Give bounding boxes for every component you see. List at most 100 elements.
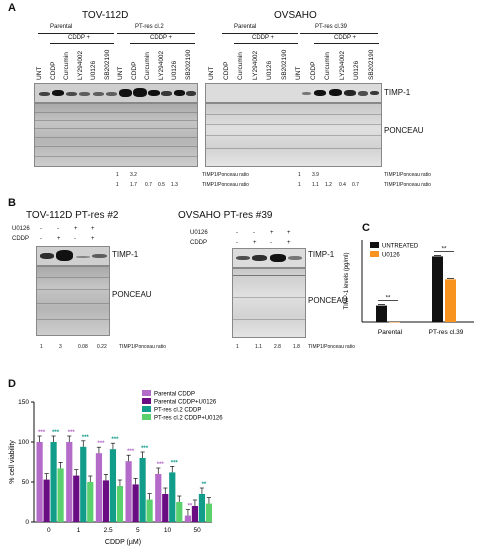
x-tick-label: PT-res cl.39 [429,329,464,336]
ratio-label: TIMP1/Ponceau ratio [119,344,166,350]
cddp-sign: - [74,236,76,242]
panel-a-left-group2: PT-res cl.2 [135,24,164,30]
lane-label: CDDP [130,61,138,80]
divider [38,33,114,34]
significance-stars: *** [127,449,135,455]
ratio: 1.1 [255,344,262,350]
ratio: 1 [298,172,301,178]
panel-a-right-ponceau-blot [205,103,382,167]
legend-swatch [142,390,151,396]
legend-swatch [142,406,151,412]
lane-label: Curcumin [63,52,70,80]
significance-stars: ** [442,246,447,252]
significance-stars: *** [68,430,76,436]
y-tick-label: 0 [25,519,29,526]
lane-label: SB202190 [367,49,375,80]
lane-label: CDDP [309,61,317,80]
panel-a-left-group1: Parental [50,24,73,30]
ratio-label: TIMP1/Ponceau ratio [384,172,431,178]
panel-b-letter: B [8,197,16,209]
u0126-sign: - [236,230,238,236]
panel-a-right-title: OVSAHO [274,10,317,21]
u0126-sign: + [91,226,95,232]
legend-label: UNTREATED [382,244,419,250]
divider [314,43,379,44]
cddp-sign: + [287,240,291,246]
x-tick-label: 5 [136,527,140,534]
ratio: 1.7 [130,182,137,188]
legend-label: PT-res cl.2 CDDP [154,408,201,414]
panel-a-ponceau-label: PONCEAU [384,126,424,135]
x-tick-label: 2.5 [104,527,113,534]
bar [169,472,176,522]
cddp-sign: + [57,236,61,242]
legend-label: Parental CDDP+U0126 [154,400,217,406]
u0126-sign: - [253,230,255,236]
bar [191,506,199,522]
legend-label: U0126 [382,253,400,259]
cddp-sign: - [236,240,238,246]
panel-d-letter: D [8,378,16,390]
u0126-sign: + [287,230,291,236]
divider [117,33,195,34]
bar [184,515,192,522]
u0126-sign: - [40,226,42,232]
significance-stars: *** [52,430,60,436]
panel-b-right-timp1-label: TIMP-1 [308,250,335,259]
significance-stars: *** [157,462,165,468]
lane-label: SB202190 [103,49,111,80]
legend-swatch [370,251,379,257]
significance-stars: *** [97,441,105,447]
lane-label: LY294002 [338,50,346,80]
x-tick-label: 1 [77,527,81,534]
significance-stars: ** [188,504,193,510]
panel-b-left-timp1-blot [36,246,110,266]
lane-label: LY294002 [251,50,259,80]
panel-a-left-cddp2: CDDP + [150,35,173,41]
lane-label: U0126 [171,60,178,80]
divider [234,43,298,44]
bar [445,279,456,322]
panel-a-right-cddp1: CDDP + [252,35,275,41]
panel-b-right-u0126-label: U0126 [190,230,208,236]
ratio: 3 [59,344,62,350]
panel-b-left-title: TOV-112D PT-res #2 [26,210,119,221]
u0126-sign: + [270,230,274,236]
lane-label: Curcumin [237,52,244,80]
bar [80,446,87,522]
panel-a-right-cddp2: CDDP + [334,35,357,41]
legend-swatch [142,398,151,404]
bar [176,502,183,522]
y-axis-label: TIMP-1 levels (pg/ml) [344,252,350,309]
lane-label: Curcumin [144,52,151,80]
panel-b-left-u0126-label: U0126 [12,226,30,232]
ratio: 1 [116,172,119,178]
panel-b-right-timp1-blot [232,248,306,268]
lane-label: LY294002 [76,50,84,80]
bar [109,449,117,522]
ratio: 1.1 [312,182,319,188]
bar [116,486,124,522]
ratio-label: TIMP1/Ponceau ratio [308,344,355,350]
bar [95,453,103,522]
bar [125,461,132,522]
lane-label: UNT [117,66,124,80]
ratio: 0.5 [158,182,165,188]
u0126-sign: + [74,226,78,232]
lane-label: U0126 [266,60,273,80]
panel-b-right-title: OVSAHO PT-res #39 [178,210,273,221]
panel-c-chart: TIMP-1 levels (pg/ml) Parental ** PT-res cl… [344,240,474,336]
ratio: 0.7 [145,182,152,188]
ratio: 1 [298,182,301,188]
bar [146,499,153,522]
ratio: 1 [116,182,119,188]
x-tick-label: 10 [164,527,172,534]
y-tick-label: 50 [22,479,30,486]
significance-stars: *** [171,460,179,466]
panel-b-left-ponceau-blot [36,266,110,336]
ratio: 0.4 [339,182,346,188]
bar [87,482,94,522]
ratio: 1 [236,344,239,350]
bar [205,503,213,522]
